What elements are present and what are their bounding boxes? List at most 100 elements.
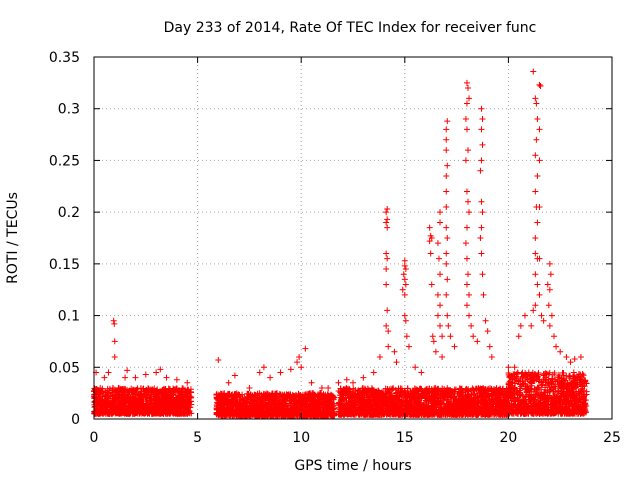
band-point (128, 385, 135, 392)
band-point (260, 404, 267, 411)
band-point (123, 410, 130, 417)
band-point (105, 391, 112, 398)
band-point (177, 389, 184, 396)
band-point (303, 403, 310, 410)
band-point (322, 393, 329, 400)
band-point (136, 405, 143, 412)
band-point (143, 409, 150, 416)
band-point (153, 393, 160, 400)
band-point (152, 388, 159, 395)
band-point (256, 398, 263, 405)
band-point (164, 406, 171, 413)
band-point (96, 394, 103, 401)
band-point (110, 403, 117, 410)
band-point (98, 390, 105, 397)
band-point (179, 406, 186, 413)
band-point (143, 401, 150, 408)
band-point (165, 385, 172, 392)
band-point (316, 393, 323, 400)
band-point (162, 392, 169, 399)
band-point (144, 400, 151, 407)
band-point (226, 390, 233, 397)
band-point (119, 398, 126, 405)
band-point (125, 389, 132, 396)
band-point (175, 397, 182, 404)
band-point (221, 394, 228, 401)
band-point (105, 410, 112, 417)
band-point (139, 386, 146, 393)
band-point (286, 394, 293, 401)
band-point (148, 392, 155, 399)
band-point (102, 395, 109, 402)
band-point (133, 401, 140, 408)
band-point (178, 392, 185, 399)
chart-title: Day 233 of 2014, Rate Of TEC Index for r… (164, 20, 537, 36)
band-point (136, 404, 143, 411)
band-point (122, 386, 129, 393)
band-point (122, 408, 129, 415)
dense-band-layer (91, 369, 590, 419)
band-point (187, 404, 194, 411)
band-point (305, 391, 312, 398)
band-point (143, 389, 150, 396)
band-point (287, 403, 294, 410)
band-point (119, 394, 126, 401)
band-point (171, 400, 178, 407)
band-point (231, 392, 238, 399)
band-point (171, 410, 178, 417)
band-point (99, 405, 106, 412)
band-point (101, 399, 108, 406)
band-point (159, 386, 166, 393)
band-point (176, 388, 183, 395)
band-point (136, 394, 143, 401)
band-point (173, 385, 180, 392)
band-point (140, 407, 147, 414)
band-point (179, 385, 186, 392)
band-point (158, 410, 165, 417)
band-point (263, 391, 270, 398)
band-point (174, 409, 181, 416)
band-point (183, 396, 190, 403)
band-point (114, 391, 121, 398)
band-point (181, 401, 188, 408)
band-point (159, 400, 166, 407)
band-point (94, 402, 101, 409)
band-point (187, 394, 194, 401)
band-point (188, 389, 195, 396)
band-point (237, 395, 244, 401)
band-point (184, 409, 191, 416)
band-point (133, 386, 140, 393)
band-point (121, 386, 128, 393)
band-point (168, 394, 175, 401)
band-point (93, 385, 100, 392)
band-point (155, 398, 162, 405)
grid-layer (94, 57, 612, 419)
band-point (115, 395, 122, 402)
band-point (186, 399, 193, 406)
band-point (127, 397, 134, 404)
band-point (131, 391, 138, 398)
band-point (122, 403, 129, 410)
band-point (116, 410, 123, 417)
band-point (110, 385, 117, 392)
band-point (326, 395, 333, 402)
band-point (302, 411, 309, 418)
band-point (159, 403, 166, 410)
band-point (103, 404, 110, 411)
band-point (327, 392, 334, 399)
band-point (188, 410, 195, 417)
band-point (91, 410, 98, 417)
band-point (102, 408, 109, 415)
band-point (181, 410, 188, 417)
band-point (165, 398, 172, 405)
band-point (97, 395, 104, 402)
band-point (154, 408, 161, 415)
band-point (218, 399, 225, 406)
band-point (112, 399, 119, 406)
band-point (98, 398, 105, 405)
band-point (310, 390, 317, 397)
band-point (262, 395, 269, 402)
band-point (183, 388, 190, 395)
band-point (144, 394, 151, 401)
